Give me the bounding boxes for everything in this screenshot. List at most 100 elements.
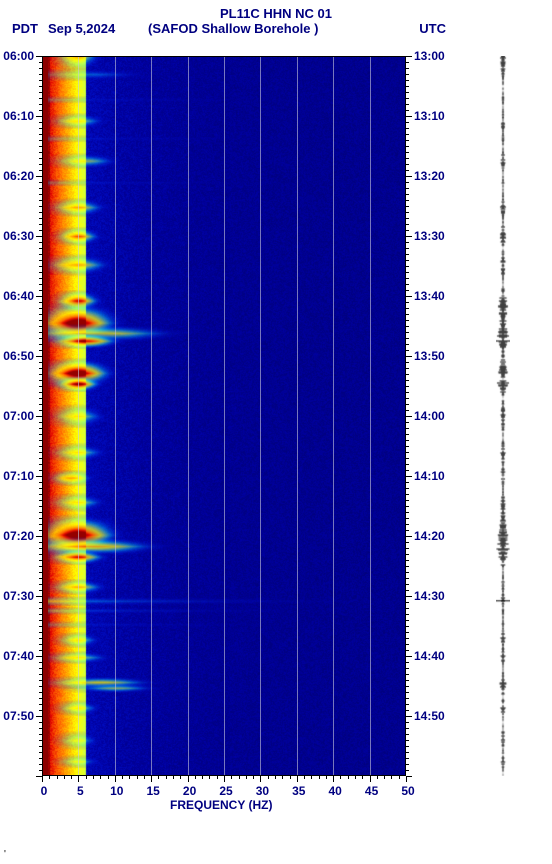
ytick-left-minor <box>39 212 42 213</box>
ytick-left-minor <box>39 560 42 561</box>
ytick-left-minor <box>39 650 42 651</box>
ytick-left-minor <box>39 326 42 327</box>
ytick-left-minor <box>39 410 42 411</box>
ytick-left-minor <box>39 464 42 465</box>
chart-header: PL11C HHN NC 01 PDT Sep 5,2024 (SAFOD Sh… <box>0 0 552 39</box>
ytick-right-minor <box>406 248 409 249</box>
ytick-right <box>406 656 412 657</box>
right-tz-label: UTC <box>419 21 446 36</box>
left-tz-label: PDT <box>12 21 38 36</box>
ytick-left-minor <box>39 614 42 615</box>
ytick-label-left: 06:40 <box>3 289 34 303</box>
ytick-left-minor <box>39 392 42 393</box>
ytick-right-minor <box>406 500 409 501</box>
ytick-left-minor <box>39 728 42 729</box>
xtick-label: 20 <box>180 784 200 798</box>
ytick-left-minor <box>39 566 42 567</box>
xtick <box>115 776 116 782</box>
ytick-left-minor <box>39 710 42 711</box>
station-label: (SAFOD Shallow Borehole ) <box>148 21 318 36</box>
ytick-right-minor <box>406 218 409 219</box>
chart-subheader: PDT Sep 5,2024 (SAFOD Shallow Borehole )… <box>0 21 552 39</box>
ytick-right-minor <box>406 632 409 633</box>
xtick-label: 0 <box>34 784 54 798</box>
ytick-left-minor <box>39 278 42 279</box>
ytick-right-minor <box>406 188 409 189</box>
ytick-left-minor <box>39 248 42 249</box>
ytick-label-left: 06:20 <box>3 169 34 183</box>
xtick-label: 15 <box>143 784 163 798</box>
xtick-minor <box>144 776 145 779</box>
ytick-right-minor <box>406 134 409 135</box>
ytick-right-minor <box>406 62 409 63</box>
ytick-left-minor <box>39 434 42 435</box>
ytick-left-minor <box>39 506 42 507</box>
xtick-minor <box>275 776 276 779</box>
ytick-label-right: 13:40 <box>414 289 445 303</box>
ytick-left <box>36 56 42 57</box>
waveform-strip <box>496 56 510 776</box>
ytick-left <box>36 596 42 597</box>
ytick-right-minor <box>406 374 409 375</box>
ytick-right-minor <box>406 200 409 201</box>
xtick-minor <box>71 776 72 779</box>
ytick-left-minor <box>39 500 42 501</box>
ytick-right-minor <box>406 506 409 507</box>
ytick-left <box>36 536 42 537</box>
ytick-right-minor <box>406 674 409 675</box>
ytick-right-minor <box>406 698 409 699</box>
ytick-left-minor <box>39 86 42 87</box>
ytick-label-left: 06:50 <box>3 349 34 363</box>
ytick-right-minor <box>406 224 409 225</box>
ytick-left-minor <box>39 758 42 759</box>
ytick-left-minor <box>39 428 42 429</box>
ytick-left-minor <box>39 764 42 765</box>
ytick-left-minor <box>39 206 42 207</box>
ytick-right-minor <box>406 140 409 141</box>
ytick-left-minor <box>39 482 42 483</box>
ytick-left-minor <box>39 680 42 681</box>
ytick-left-minor <box>39 140 42 141</box>
ytick-right-minor <box>406 404 409 405</box>
ytick-right <box>406 596 412 597</box>
xtick-label: 40 <box>325 784 345 798</box>
ytick-left <box>36 116 42 117</box>
ytick-right-minor <box>406 704 409 705</box>
grid-line <box>370 56 371 776</box>
ytick-right-minor <box>406 566 409 567</box>
ytick-left-minor <box>39 152 42 153</box>
xtick-minor <box>253 776 254 779</box>
ytick-right-minor <box>406 734 409 735</box>
ytick-left-minor <box>39 68 42 69</box>
xtick-minor <box>166 776 167 779</box>
ytick-right-minor <box>406 92 409 93</box>
ytick-left-minor <box>39 446 42 447</box>
low-freq-saturation-strip <box>42 56 48 776</box>
ytick-left-minor <box>39 182 42 183</box>
ytick-left-minor <box>39 368 42 369</box>
ytick-right-minor <box>406 626 409 627</box>
xtick-minor <box>202 776 203 779</box>
ytick-right-minor <box>406 470 409 471</box>
x-axis-label: FREQUENCY (HZ) <box>170 798 272 812</box>
ytick-label-left: 07:10 <box>3 469 34 483</box>
ytick-left <box>36 716 42 717</box>
xtick-minor <box>86 776 87 779</box>
ytick-left-minor <box>39 122 42 123</box>
xtick-minor <box>348 776 349 779</box>
ytick-right-minor <box>406 560 409 561</box>
ytick-right-minor <box>406 434 409 435</box>
ytick-left-minor <box>39 524 42 525</box>
ytick-right-minor <box>406 746 409 747</box>
ytick-label-left: 06:10 <box>3 109 34 123</box>
xtick-minor <box>209 776 210 779</box>
ytick-label-right: 13:50 <box>414 349 445 363</box>
ytick-right-minor <box>406 464 409 465</box>
ytick-right-minor <box>406 758 409 759</box>
ytick-right-minor <box>406 452 409 453</box>
ytick-left-minor <box>39 662 42 663</box>
grid-line <box>188 56 189 776</box>
ytick-right-minor <box>406 320 409 321</box>
ytick-left <box>36 656 42 657</box>
ytick-right-minor <box>406 80 409 81</box>
